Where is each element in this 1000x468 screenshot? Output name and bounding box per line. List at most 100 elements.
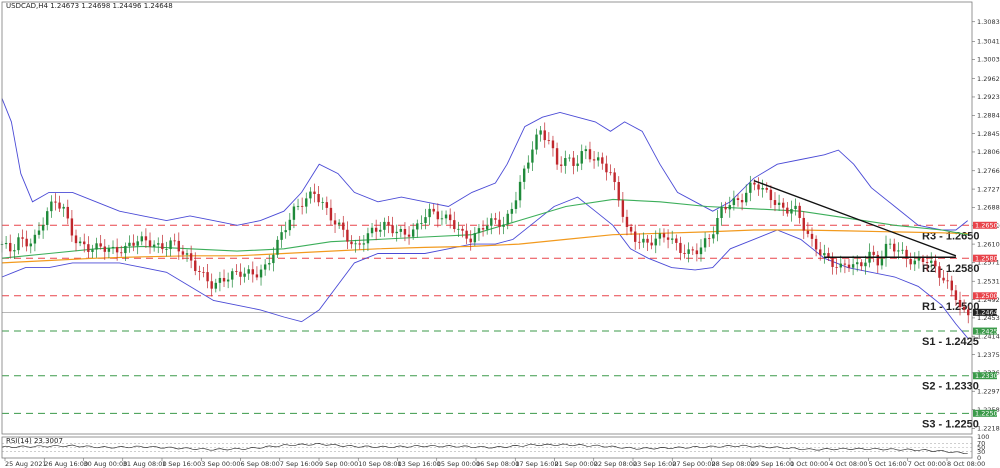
- candle-body: [732, 198, 736, 206]
- candle-body: [950, 280, 953, 291]
- candle-body: [629, 226, 633, 232]
- candle-body: [967, 309, 970, 316]
- x-tick-label: 31 Aug 08:00: [123, 460, 167, 468]
- candle-body: [740, 200, 744, 203]
- candle-body: [222, 277, 226, 282]
- candle-body: [901, 249, 904, 251]
- candle-body: [305, 198, 308, 207]
- candle-body: [399, 228, 403, 232]
- candle-body: [276, 239, 279, 255]
- candle-body: [346, 229, 349, 242]
- candle-body: [288, 219, 292, 231]
- candle-body: [140, 236, 143, 242]
- candle-body: [395, 231, 398, 234]
- y-tick-label: 1.29620: [977, 75, 1000, 83]
- candle-body: [568, 157, 571, 159]
- candle-body: [62, 206, 65, 209]
- candle-body: [843, 263, 847, 265]
- rsi-label: RSI(14) 23.3007: [6, 437, 63, 445]
- candle-body: [284, 230, 287, 233]
- candle-body: [350, 241, 353, 245]
- candle-body: [498, 219, 501, 227]
- candle-body: [580, 151, 583, 164]
- candle-body: [514, 200, 518, 209]
- candle-body: [642, 238, 645, 243]
- candle-body: [29, 243, 32, 247]
- candle-body: [535, 134, 538, 150]
- candle-body: [428, 208, 431, 218]
- candle-body: [70, 218, 74, 236]
- candle-body: [300, 205, 304, 207]
- candle-body: [716, 218, 719, 235]
- rsi-tick-label: 30: [977, 448, 985, 456]
- y-tick-label: 1.28840: [977, 111, 1000, 119]
- level-label-r1: R1 - 1.2500: [922, 301, 979, 313]
- candle-body: [255, 274, 259, 278]
- current-price-label: 1.24648: [975, 309, 1000, 317]
- price-panel-frame: [1, 1, 973, 435]
- candle-body: [54, 201, 57, 203]
- candle-body: [786, 207, 789, 214]
- candle-body: [111, 246, 115, 249]
- candle-body: [333, 220, 337, 225]
- candle-body: [440, 218, 444, 220]
- x-tick-label: 25 Aug 2021: [5, 460, 47, 468]
- level-label-s1: S1 - 1.2425: [922, 336, 979, 348]
- candle-body: [617, 182, 620, 201]
- candle-body: [152, 244, 156, 247]
- candle-body: [239, 271, 242, 277]
- candle-body: [292, 206, 296, 220]
- candle-body: [827, 253, 830, 258]
- candle-body: [905, 249, 908, 259]
- candle-body: [218, 277, 222, 283]
- candle-body: [769, 189, 773, 201]
- level-tag-r2: [973, 254, 997, 262]
- candle-body: [424, 217, 427, 224]
- downtrend-line: [753, 179, 957, 257]
- candle-body: [37, 230, 41, 235]
- candle-body: [354, 243, 357, 245]
- level-tag-s3: [973, 409, 997, 417]
- y-tick-label: 1.25710: [977, 259, 1000, 267]
- candle-body: [510, 208, 514, 214]
- candle-body: [259, 269, 263, 278]
- candle-body: [921, 257, 925, 262]
- candle-body: [712, 234, 715, 239]
- candle-body: [313, 191, 316, 195]
- candle-body: [362, 243, 366, 245]
- candle-body: [448, 214, 452, 221]
- x-tick-label: 8 Oct 08:00: [947, 460, 985, 468]
- y-tick-label: 1.24920: [977, 296, 1000, 304]
- candle-body: [831, 257, 834, 267]
- candle-body: [58, 202, 61, 209]
- candle-body: [761, 188, 764, 190]
- x-tick-label: 28 Sep 08:00: [712, 460, 755, 468]
- y-tick-label: 1.29230: [977, 93, 1000, 101]
- candle-body: [148, 240, 152, 247]
- candle-body: [806, 230, 810, 234]
- candle-body: [50, 201, 53, 212]
- candle-body: [78, 241, 82, 244]
- x-tick-label: 13 Sep 16:00: [398, 460, 441, 468]
- candle-body: [720, 207, 723, 219]
- level-tag-text-r1: 1.25000: [975, 292, 1000, 300]
- candle-body: [934, 260, 937, 267]
- candle-body: [893, 243, 896, 252]
- candle-body: [185, 253, 189, 255]
- candle-body: [962, 307, 966, 310]
- candle-body: [814, 238, 818, 250]
- level-tag-text-s1: 1.24250: [975, 327, 1000, 335]
- candle-body: [683, 252, 686, 254]
- candle-body: [757, 184, 760, 190]
- candle-body: [296, 205, 300, 207]
- candle-body: [99, 243, 102, 247]
- candle-body: [91, 249, 94, 252]
- candle-body: [954, 290, 958, 300]
- level-tag-s2: [973, 372, 997, 380]
- candle-body: [572, 157, 575, 166]
- candle-body: [136, 241, 139, 246]
- candle-body: [453, 220, 456, 230]
- candle-body: [679, 242, 682, 253]
- candle-body: [835, 266, 838, 268]
